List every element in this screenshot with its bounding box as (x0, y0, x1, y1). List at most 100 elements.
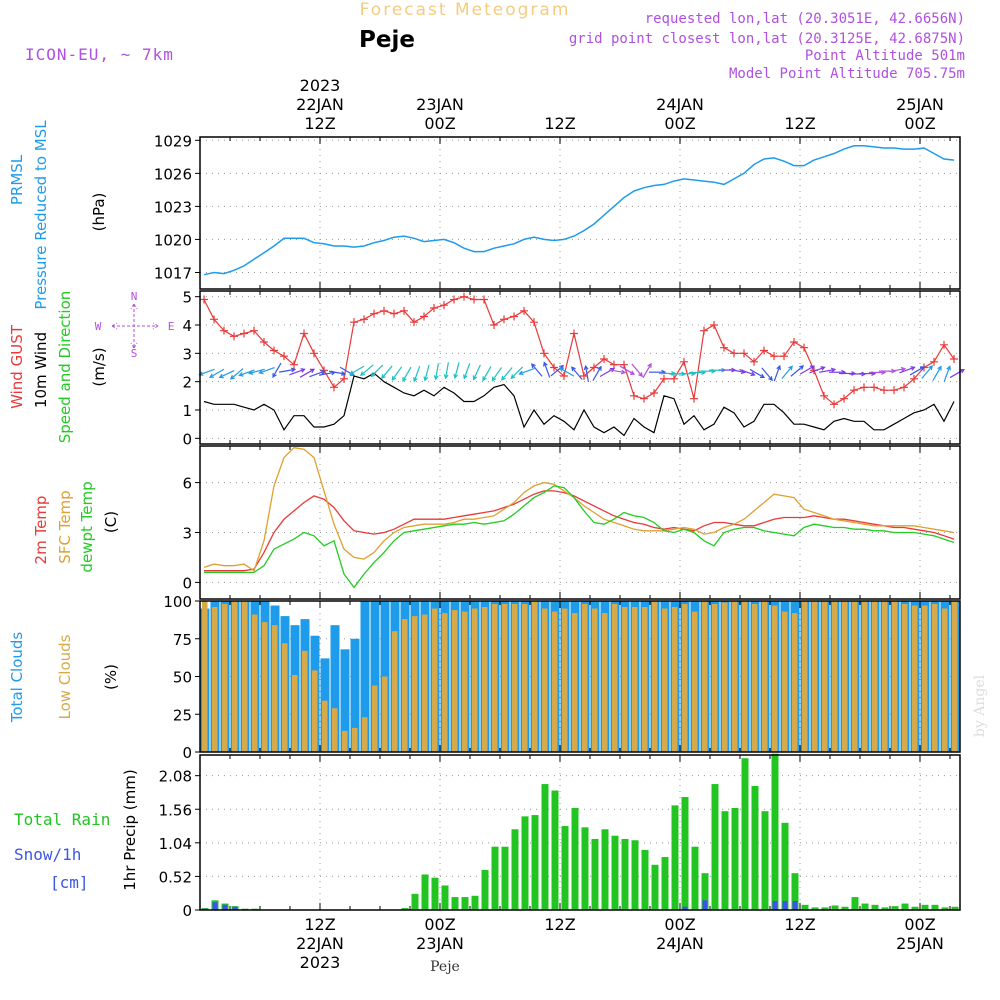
arrow-head (402, 376, 407, 382)
wind-speed-line (203, 372, 955, 437)
bottom-axis-label: 12Z (544, 915, 575, 934)
wind-direction-arrow (491, 367, 503, 382)
gust-marker (280, 352, 288, 361)
gust-marker (710, 321, 718, 329)
rain-bar (671, 805, 679, 910)
arrow-shaft (454, 362, 460, 378)
low-cloud-bar (482, 607, 488, 752)
rain-bar (491, 846, 499, 910)
wind-direction-arrow (571, 366, 583, 380)
wind-frame (199, 290, 961, 445)
arrow-shaft (899, 366, 915, 374)
wind-direction-arrow (932, 365, 942, 381)
wind-direction-arrow (781, 365, 793, 379)
low-cloud-bar (742, 601, 748, 752)
low-cloud-bar (402, 619, 408, 752)
arrow-shaft (402, 366, 412, 382)
wind-direction-arrow (279, 367, 297, 373)
y-tick-label: 2.08 (159, 768, 192, 786)
gust-marker (870, 383, 878, 392)
low-cloud-bar (502, 604, 508, 752)
low-cloud-bar (422, 614, 428, 752)
arrow-shaft (585, 366, 589, 382)
arrow-head (910, 366, 916, 371)
rain-bar (831, 905, 839, 910)
low-cloud-bar (552, 611, 558, 752)
wind-direction-arrow (518, 367, 535, 376)
low-clouds-label: Low Clouds (56, 634, 74, 719)
low-cloud-bar (672, 607, 678, 752)
y-tick-label: 1029 (154, 132, 192, 150)
arrow-shaft (329, 370, 345, 375)
low-cloud-bar (562, 608, 568, 752)
low-cloud-bar (372, 685, 378, 752)
snow-bar (792, 900, 798, 910)
wind-direction-arrow (619, 365, 636, 375)
rain-bar (661, 857, 669, 910)
y-tick-label: 4 (182, 317, 192, 335)
arrow-head (820, 366, 826, 371)
temp-sfc-line (203, 447, 955, 572)
low-cloud-bar (232, 601, 238, 752)
rain-bar (871, 904, 879, 910)
wind-direction-arrow (501, 367, 513, 381)
gust-marker (840, 394, 848, 403)
arrow-shaft (949, 369, 965, 379)
arrow-head (300, 368, 306, 373)
gust-marker (890, 386, 898, 395)
rain-bar (641, 849, 649, 910)
gust-marker (530, 318, 538, 327)
arrow-head (501, 375, 506, 381)
rain-bar (551, 790, 559, 910)
arrow-shaft (349, 365, 365, 375)
arrow-head (638, 372, 643, 378)
wind-direction-arrow (790, 365, 805, 377)
gust-marker (720, 343, 728, 352)
rain-bar (421, 874, 429, 910)
gust-marker (770, 352, 778, 361)
y-tick-label: 0.52 (159, 868, 192, 886)
wind-direction-arrow (258, 366, 275, 375)
rain-bar (951, 906, 959, 910)
snow-bar (702, 900, 708, 910)
arrow-shaft (543, 362, 551, 378)
gust-marker (390, 309, 398, 318)
gust-marker (370, 309, 378, 318)
low-cloud-bar (862, 601, 868, 752)
y-tick-label: 1.56 (159, 801, 192, 819)
wind-direction-arrow (609, 369, 627, 375)
y-tick-label: 0 (182, 902, 192, 920)
temp-2m-label: 2m Temp (32, 496, 50, 565)
gust-marker (230, 332, 238, 341)
arrow-head (413, 377, 418, 383)
arrow-head (531, 363, 536, 369)
arrow-head (558, 367, 565, 372)
rain-bar (821, 907, 829, 910)
arrow-head (348, 370, 355, 375)
wind-direction-arrow (248, 368, 265, 375)
gust-marker (830, 400, 838, 409)
wind-direction-arrow (799, 365, 816, 375)
rain-bar (481, 869, 489, 910)
gust-marker (910, 374, 918, 383)
compass-rose-icon (111, 303, 159, 349)
y-tick-label: 0 (182, 430, 192, 448)
wind-dir-label: Speed and Direction (56, 291, 74, 444)
snow-bar (232, 906, 238, 910)
gust-marker (440, 301, 448, 310)
arrow-shaft (445, 362, 449, 379)
y-tick-label: 50 (173, 669, 192, 687)
low-cloud-bar (282, 643, 288, 752)
gust-marker (730, 349, 738, 358)
low-cloud-bar (682, 604, 688, 752)
arrow-head (391, 375, 397, 381)
gust-marker (250, 326, 258, 335)
gust-marker (650, 389, 658, 397)
wind-direction-arrow (329, 370, 347, 376)
wind-direction-arrow (943, 365, 951, 382)
wind-direction-arrow (463, 363, 471, 380)
clouds-frame (199, 600, 961, 753)
low-cloud-bar (622, 607, 628, 752)
arrow-head (776, 364, 781, 371)
total-cloud-bar (330, 625, 340, 752)
